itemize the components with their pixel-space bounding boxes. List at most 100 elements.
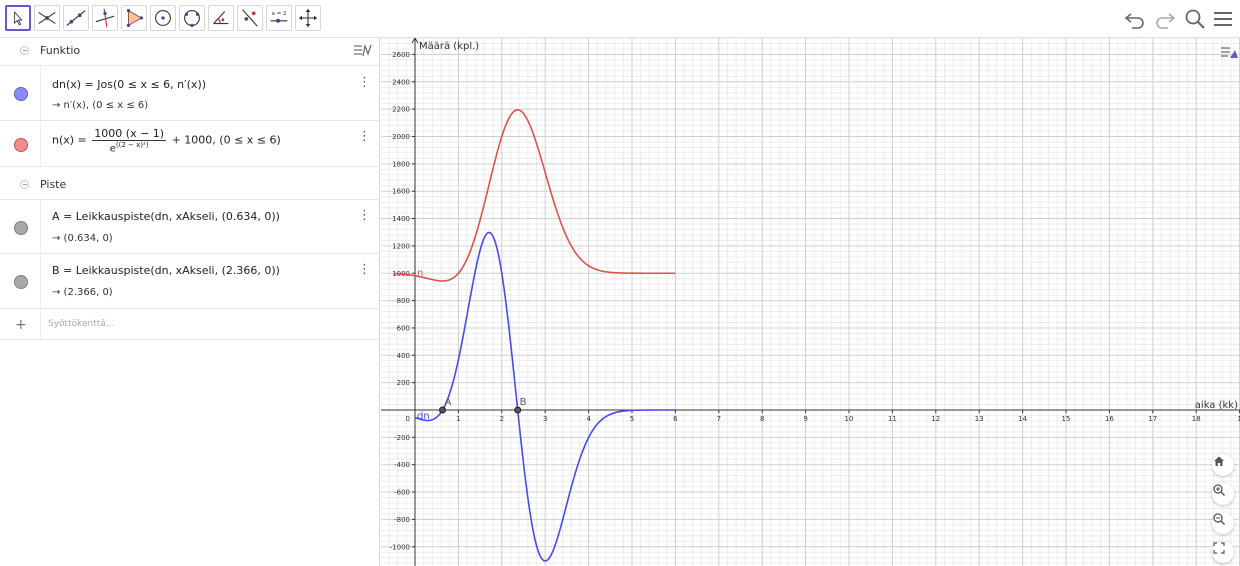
collapse-icon[interactable] bbox=[20, 180, 29, 189]
group-label: Funktio bbox=[40, 44, 81, 57]
search-button[interactable] bbox=[1182, 6, 1208, 32]
point-A bbox=[439, 406, 447, 414]
group-header-funktio[interactable]: Funktio bbox=[0, 38, 380, 64]
axes bbox=[381, 38, 1240, 566]
row-divider bbox=[40, 310, 41, 339]
search-icon bbox=[1185, 9, 1205, 29]
collapse-icon[interactable] bbox=[20, 46, 29, 55]
y-tick-label: 2200 bbox=[392, 106, 410, 114]
x-tick-label: 7 bbox=[717, 415, 721, 423]
item-menu-button[interactable]: ⋮ bbox=[358, 75, 371, 90]
item-menu-button[interactable]: ⋮ bbox=[358, 208, 371, 223]
algebra-item-dn[interactable]: dn(x) = Jos(0 ≤ x ≤ 6, n′(x)) → n′(x), (… bbox=[0, 65, 380, 121]
graphics-style-bar-button[interactable] bbox=[1220, 44, 1238, 62]
home-button[interactable] bbox=[1212, 454, 1234, 476]
reflect-tool-button[interactable] bbox=[237, 5, 263, 31]
y-tick-label: 800 bbox=[397, 297, 410, 305]
y-tick-label: -600 bbox=[394, 489, 410, 497]
x-tick-label: 12 bbox=[931, 415, 940, 423]
y-tick-label: 1600 bbox=[392, 188, 410, 196]
graphics-canvas[interactable]: 0 1 2 3 4 5 6 7 8 9 10 11 12 13 14 15 16 17 18 126002400220… bbox=[381, 38, 1240, 566]
zoom-out-icon bbox=[1213, 513, 1226, 526]
move-graphics-view-tool-button[interactable] bbox=[295, 5, 321, 31]
zoom-in-button[interactable] bbox=[1212, 483, 1234, 505]
algebra-view: Funktio dn(x) = Jos(0 ≤ x ≤ 6, n′(x)) → … bbox=[0, 38, 380, 566]
line-tool-button[interactable] bbox=[63, 5, 89, 31]
zoom-out-button[interactable] bbox=[1212, 512, 1234, 534]
algebra-description-icon bbox=[354, 43, 372, 57]
redo-button[interactable] bbox=[1152, 6, 1178, 32]
visibility-toggle-dn[interactable] bbox=[14, 87, 28, 101]
curves bbox=[393, 109, 676, 562]
algebra-item-n[interactable]: n(x) = 1000 (x − 1) e((2 − x)²) + 1000, … bbox=[0, 122, 380, 167]
perpendicular-line-tool-button[interactable] bbox=[92, 5, 118, 31]
algebra-style-toggle-button[interactable] bbox=[352, 42, 372, 60]
x-tick-label: 8 bbox=[760, 415, 764, 423]
visibility-toggle-B[interactable] bbox=[14, 275, 28, 289]
y-tick-label: -1000 bbox=[390, 543, 410, 551]
item-menu-button[interactable]: ⋮ bbox=[358, 262, 371, 277]
fraction-denominator: e((2 − x)²) bbox=[92, 141, 166, 154]
polygon-tool-button[interactable] bbox=[121, 5, 147, 31]
definition-text: A = Leikkauspiste(dn, xAkseli, (0.634, 0… bbox=[52, 210, 280, 223]
y-tick-label: 1800 bbox=[392, 160, 410, 168]
point-label-A: A bbox=[445, 397, 452, 408]
x-tick-label: 14 bbox=[1018, 415, 1027, 423]
circle-three-points-tool-button[interactable] bbox=[179, 5, 205, 31]
algebra-input-field[interactable]: Syöttökenttä... bbox=[48, 319, 115, 329]
y-tick-label: 1200 bbox=[392, 242, 410, 250]
circle-center-point-tool-button[interactable] bbox=[150, 5, 176, 31]
algebra-item-A[interactable]: A = Leikkauspiste(dn, xAkseli, (0.634, 0… bbox=[0, 199, 380, 254]
toolbar: a = 2 bbox=[0, 0, 1240, 38]
x-tick-label: 5 bbox=[630, 415, 634, 423]
y-tick-label: 2600 bbox=[392, 51, 410, 59]
minor-grid bbox=[381, 38, 1240, 566]
x-tick-label: 2 bbox=[500, 415, 504, 423]
fraction: 1000 (x − 1) e((2 − x)²) bbox=[92, 127, 167, 154]
home-icon bbox=[1214, 456, 1224, 466]
x-tick-label: 1 bbox=[456, 415, 460, 423]
main-menu-button[interactable] bbox=[1210, 6, 1236, 32]
group-header-piste[interactable]: Piste bbox=[0, 172, 380, 198]
x-tick-label: 10 bbox=[845, 415, 854, 423]
angle-tool-button[interactable] bbox=[208, 5, 234, 31]
point-label-B: B bbox=[520, 397, 527, 408]
row-divider bbox=[40, 66, 41, 120]
add-icon[interactable]: + bbox=[15, 317, 27, 333]
curve-label-dn[interactable]: dn bbox=[417, 411, 430, 422]
y-tick-label: 2400 bbox=[392, 78, 410, 86]
x-tick-label: 3 bbox=[543, 415, 547, 423]
x-axis-label: aika (kk) bbox=[1195, 400, 1238, 411]
row-divider bbox=[40, 200, 41, 253]
x-tick-label: 9 bbox=[803, 415, 807, 423]
point-B bbox=[514, 406, 522, 414]
curve-n bbox=[393, 109, 676, 282]
move-tool-button[interactable] bbox=[5, 5, 31, 31]
fullscreen-icon bbox=[1213, 542, 1225, 554]
slider-tool-button[interactable]: a = 2 bbox=[266, 5, 292, 31]
definition-text: dn(x) = Jos(0 ≤ x ≤ 6, n′(x)) bbox=[52, 78, 207, 91]
y-tick-label: 400 bbox=[397, 352, 410, 360]
curve-label-n[interactable]: n bbox=[417, 268, 423, 279]
y-axis-label: Määrä (kpl.) bbox=[419, 41, 479, 52]
y-axis-arrow bbox=[411, 38, 419, 44]
fullscreen-button[interactable] bbox=[1212, 541, 1234, 563]
slider-tool-label: a = 2 bbox=[271, 11, 286, 17]
item-menu-button[interactable]: ⋮ bbox=[358, 129, 371, 144]
definition-text: B = Leikkauspiste(dn, xAkseli, (2.366, 0… bbox=[52, 264, 280, 277]
visibility-toggle-n[interactable] bbox=[14, 138, 28, 152]
intersect-tool-button[interactable] bbox=[34, 5, 60, 31]
group-label: Piste bbox=[40, 178, 67, 191]
visibility-toggle-A[interactable] bbox=[14, 221, 28, 235]
zoom-in-icon bbox=[1213, 484, 1226, 497]
menu-icon bbox=[1214, 12, 1232, 26]
graphics-view[interactable]: 0 1 2 3 4 5 6 7 8 9 10 11 12 13 14 15 16 17 18 1 2600 2400 220… bbox=[381, 38, 1240, 566]
x-tick-label: 4 bbox=[586, 415, 591, 423]
algebra-input-row[interactable]: + Syöttökenttä... bbox=[0, 310, 380, 340]
x-tick-label: 16 bbox=[1105, 415, 1114, 423]
undo-button[interactable] bbox=[1122, 6, 1148, 32]
curve-dn bbox=[414, 231, 676, 562]
value-text: → n′(x), (0 ≤ x ≤ 6) bbox=[52, 100, 149, 111]
algebra-item-B[interactable]: B = Leikkauspiste(dn, xAkseli, (2.366, 0… bbox=[0, 255, 380, 309]
redo-icon bbox=[1156, 13, 1176, 29]
